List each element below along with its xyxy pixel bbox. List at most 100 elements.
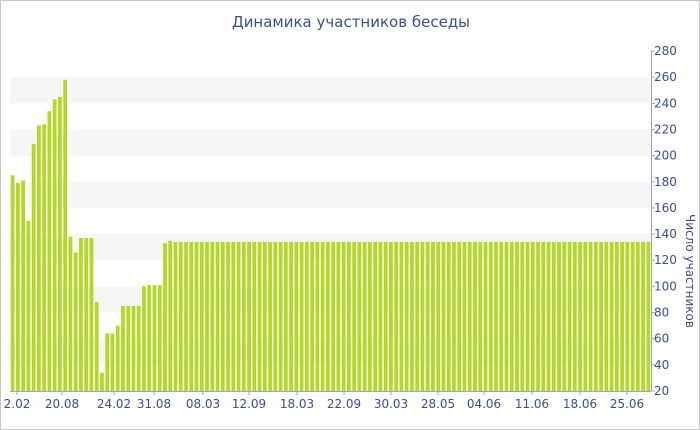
bar <box>247 241 251 391</box>
bar <box>325 241 330 391</box>
bar <box>10 175 15 391</box>
bar <box>268 241 272 391</box>
bar <box>373 241 378 391</box>
bar <box>436 241 441 391</box>
bar <box>446 241 451 391</box>
bar <box>578 241 582 391</box>
bar <box>63 79 68 392</box>
bar <box>362 241 367 391</box>
x-tick-label: 18.06 <box>563 397 597 411</box>
bar <box>646 241 651 391</box>
grid-band <box>10 129 651 156</box>
bar <box>494 241 498 391</box>
y-tick-label: 200 <box>654 149 677 163</box>
y-tick-label: 120 <box>654 253 677 267</box>
bar <box>520 241 525 391</box>
bar <box>509 241 514 391</box>
x-tick-label: 20.08 <box>45 397 79 411</box>
bar <box>142 286 146 391</box>
grid-band <box>10 181 651 208</box>
bar <box>110 333 115 391</box>
bar <box>478 241 483 391</box>
bar <box>530 241 535 391</box>
x-tick-label: 31.08 <box>137 397 171 411</box>
bar <box>52 99 57 391</box>
bar <box>73 252 78 391</box>
bar <box>220 241 225 391</box>
bar <box>336 241 341 391</box>
bar <box>89 238 94 391</box>
y-tick-label: 20 <box>654 384 669 398</box>
bar <box>551 241 556 391</box>
bar <box>431 241 435 391</box>
bar <box>620 241 624 391</box>
bar <box>630 241 635 391</box>
bar <box>483 241 488 391</box>
bar <box>126 306 131 391</box>
y-tick-label: 180 <box>654 175 677 189</box>
bar <box>452 241 456 391</box>
bar <box>420 241 425 391</box>
x-tick-label: 12.09 <box>232 397 266 411</box>
bar <box>488 241 493 391</box>
bar <box>609 241 614 391</box>
bar <box>310 241 314 391</box>
bar <box>58 96 62 392</box>
bar <box>252 241 257 391</box>
axes <box>10 51 652 392</box>
bar <box>572 241 577 391</box>
bar <box>168 240 173 391</box>
bar <box>320 241 325 391</box>
bar <box>499 241 504 391</box>
bar <box>31 143 36 391</box>
bar <box>394 241 399 391</box>
bar <box>173 241 178 391</box>
bar <box>399 241 404 391</box>
bar <box>404 241 409 391</box>
bar <box>131 306 136 391</box>
y-tick-label: 100 <box>654 279 677 293</box>
bar <box>152 285 157 391</box>
bar <box>593 241 598 391</box>
bar <box>294 241 299 391</box>
bar <box>504 241 509 391</box>
bar <box>299 241 304 391</box>
y-tick-label: 240 <box>654 96 677 110</box>
bar <box>352 241 357 391</box>
bar <box>567 241 572 391</box>
bar <box>21 180 26 391</box>
y-tick-label: 160 <box>654 201 677 215</box>
x-tick-label: 24.02 <box>97 397 131 411</box>
x-tick-label: 11.06 <box>515 397 549 411</box>
y-tick-label: 260 <box>654 70 677 84</box>
bar <box>121 306 125 391</box>
bar <box>136 306 141 391</box>
bar <box>347 241 351 391</box>
x-tick-label: 18.03 <box>280 397 314 411</box>
x-tick-label: 25.06 <box>610 397 644 411</box>
bar <box>215 241 220 391</box>
bar <box>357 241 362 391</box>
bar <box>79 238 83 391</box>
bar <box>100 372 104 391</box>
bar <box>378 241 383 391</box>
y-tick-label: 60 <box>654 332 669 346</box>
bar <box>541 241 546 391</box>
bar <box>331 241 336 391</box>
bar <box>205 241 209 391</box>
bars <box>10 79 651 392</box>
bar <box>115 325 120 391</box>
y-axis-label: Число участников <box>683 214 697 328</box>
bar <box>588 241 593 391</box>
x-tick-label: 04.06 <box>467 397 501 411</box>
bar <box>341 241 346 391</box>
bar <box>278 241 283 391</box>
x-tick-label: 22.09 <box>327 397 361 411</box>
bar <box>105 333 110 391</box>
bar <box>635 241 640 391</box>
bar <box>599 241 603 391</box>
y-tick-labels: 20 40 60 80 100 120 140 160 180 200 220 240 260 280 <box>651 44 677 398</box>
bar <box>389 241 393 391</box>
chart-title: Динамика участников беседы <box>231 13 471 31</box>
